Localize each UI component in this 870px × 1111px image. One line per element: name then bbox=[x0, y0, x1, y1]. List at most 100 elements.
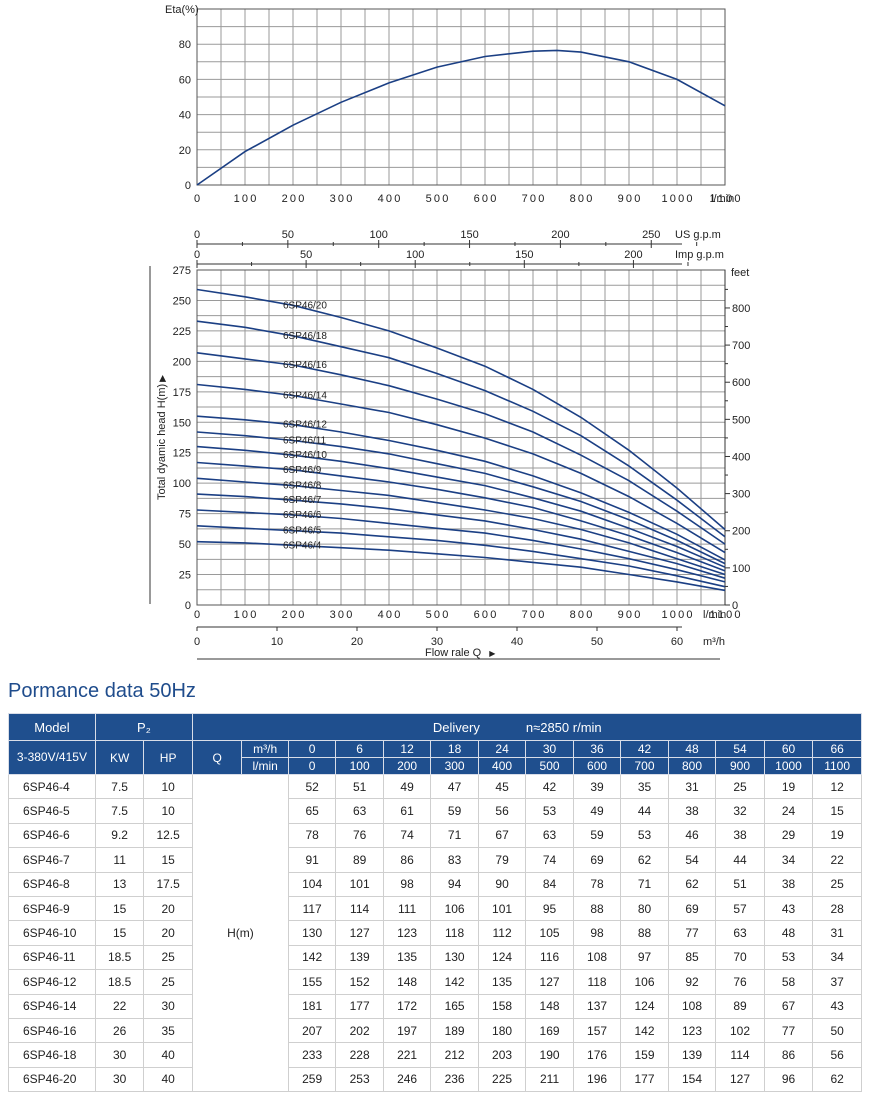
efficiency-x-tick: 0 bbox=[194, 193, 200, 205]
efficiency-marks: 0 20 40 60 80 0 1 0 0 2 0 0 3 0 0 4 0 0 5 0 0 6 0 0… bbox=[179, 39, 741, 205]
table-header-row-1: Model P₂ Delivery n≈2850 r/min bbox=[8, 713, 863, 741]
head-curve-label: 6SP46/9 bbox=[283, 465, 322, 476]
head-value-cell: 159 bbox=[620, 1042, 669, 1068]
head-x-tick: 3 0 0 bbox=[330, 609, 353, 621]
head-value-cell: 63 bbox=[525, 822, 574, 849]
m3h-unit-label: m³/h bbox=[703, 636, 725, 648]
efficiency-x-tick: 9 0 0 bbox=[618, 193, 641, 205]
efficiency-curve bbox=[196, 49, 726, 186]
efficiency-chart: 0 20 40 60 80 0 1 0 0 2 0 0 3 0 0 4 0 0 5 0 0 6 0 0… bbox=[165, 4, 741, 205]
head-value-cell: 49 bbox=[382, 773, 432, 800]
head-value-cell: 25 bbox=[812, 871, 862, 897]
head-curve-label: 6SP46/16 bbox=[283, 360, 327, 371]
head-value-cell: 111 bbox=[382, 895, 432, 922]
head-value-cell: 197 bbox=[382, 1017, 432, 1044]
head-value-cell: 62 bbox=[620, 847, 669, 873]
lmin-value-header: 1000 bbox=[763, 757, 814, 775]
efficiency-y-label: Eta(%) bbox=[165, 4, 199, 16]
m3h-tick: 40 bbox=[511, 636, 523, 648]
head-value-cell: 84 bbox=[525, 871, 574, 897]
lmin-value-header: 800 bbox=[667, 757, 717, 775]
m3h-value-header: 0 bbox=[287, 740, 337, 758]
head-value-cell: 78 bbox=[572, 871, 622, 897]
head-value-cell: 202 bbox=[335, 1017, 384, 1044]
head-value-cell: 89 bbox=[715, 993, 765, 1019]
head-value-cell: 203 bbox=[477, 1042, 527, 1068]
head-value-cell: 117 bbox=[287, 895, 337, 922]
m3h-scale: 0 10 20 30 40 50 60 m³/h Flow rale Q ▶ bbox=[194, 626, 725, 660]
head-curve-label: 6SP46/6 bbox=[283, 510, 322, 521]
head-value-cell: 124 bbox=[620, 993, 669, 1019]
head-x-tick: 7 0 0 bbox=[522, 609, 545, 621]
head-value-cell: 25 bbox=[715, 773, 765, 800]
m3h-ticks: 0 10 20 30 40 50 60 bbox=[194, 627, 683, 648]
head-value-cell: 62 bbox=[812, 1066, 862, 1093]
head-value-cell: 114 bbox=[715, 1042, 765, 1068]
table-row: 6SP46-6 9.2 12.5 78 76 74 71 67 63 59 53 46 38 29 19 bbox=[8, 822, 862, 849]
head-curve bbox=[196, 540, 726, 592]
lmin-value-header: 600 bbox=[572, 757, 622, 775]
head-value-cell: 127 bbox=[335, 920, 384, 946]
m3h-tick: 30 bbox=[431, 636, 443, 648]
head-curve-label: 6SP46/12 bbox=[283, 420, 327, 431]
efficiency-x-tick: 2 0 0 bbox=[282, 193, 305, 205]
head-value-cell: 142 bbox=[430, 969, 479, 995]
q-header: Q bbox=[191, 740, 243, 775]
table-row: 6SP46-11 18.5 25 142 139 135 130 124 116 108 97 85 7… bbox=[8, 944, 862, 971]
table-row: 6SP46-10 15 20 130 127 123 118 112 105 98 88 77 63 48… bbox=[8, 920, 862, 946]
efficiency-x-tick: 5 0 0 bbox=[426, 193, 449, 205]
feet-tick: 200 bbox=[732, 526, 750, 538]
head-y-tick: 200 bbox=[173, 356, 191, 368]
head-value-cell: 45 bbox=[477, 773, 527, 800]
head-value-cell: 158 bbox=[477, 993, 527, 1019]
head-value-cell: 112 bbox=[477, 920, 527, 946]
us-gpm-label: US g.p.m bbox=[675, 229, 721, 241]
head-value-cell: 38 bbox=[667, 798, 717, 824]
head-value-cell: 98 bbox=[382, 871, 432, 897]
head-curve-label: 6SP46/7 bbox=[283, 495, 322, 506]
head-value-cell: 207 bbox=[287, 1017, 337, 1044]
kw-cell: 7.5 bbox=[94, 798, 145, 824]
performance-table: Model P₂ Delivery n≈2850 r/min 3-380V/415… bbox=[8, 713, 863, 1093]
head-curve-label: 6SP46/8 bbox=[283, 481, 322, 492]
head-value-cell: 62 bbox=[667, 871, 717, 897]
imp-gpm-tick: 50 bbox=[300, 249, 312, 261]
lmin-unit-header: l/min bbox=[241, 757, 289, 775]
head-value-cell: 32 bbox=[715, 798, 765, 824]
head-curve bbox=[196, 383, 726, 554]
head-value-cell: 101 bbox=[477, 895, 527, 922]
head-value-cell: 24 bbox=[763, 798, 814, 824]
head-value-cell: 177 bbox=[335, 993, 384, 1019]
m3h-value-header: 6 bbox=[335, 740, 384, 758]
head-value-cell: 135 bbox=[382, 944, 432, 971]
feet-tick: 100 bbox=[732, 563, 750, 575]
head-y-tick: 100 bbox=[173, 478, 191, 490]
efficiency-y-tick: 60 bbox=[179, 74, 191, 86]
m3h-tick: 20 bbox=[351, 636, 363, 648]
head-value-cell: 157 bbox=[572, 1017, 622, 1044]
head-value-cell: 22 bbox=[812, 847, 862, 873]
head-value-cell: 88 bbox=[572, 895, 622, 922]
head-y-label: Total dyamic head H(m)▶ bbox=[156, 375, 168, 500]
head-value-cell: 77 bbox=[667, 920, 717, 946]
m3h-tick: 50 bbox=[591, 636, 603, 648]
head-value-cell: 58 bbox=[763, 969, 814, 995]
head-value-cell: 196 bbox=[572, 1066, 622, 1093]
hp-cell: 15 bbox=[143, 847, 193, 873]
head-value-cell: 142 bbox=[620, 1017, 669, 1044]
head-y-tick: 150 bbox=[173, 417, 191, 429]
efficiency-x-tick: 8 0 0 bbox=[570, 193, 593, 205]
m3h-value-header: 24 bbox=[477, 740, 527, 758]
model-cell: 6SP46-18 bbox=[8, 1042, 96, 1068]
us-gpm-tick: 250 bbox=[642, 229, 660, 241]
head-value-cell: 54 bbox=[667, 847, 717, 873]
head-value-cell: 29 bbox=[763, 822, 814, 849]
head-curve bbox=[196, 320, 726, 538]
efficiency-x-unit: l/min bbox=[711, 193, 734, 205]
lmin-value-header: 300 bbox=[430, 757, 479, 775]
head-value-cell: 127 bbox=[525, 969, 574, 995]
head-chart: 0 25 50 75 100 125 150 175 200 225 250 275 0 1 0 0 2 0… bbox=[149, 265, 750, 621]
hp-cell: 40 bbox=[143, 1066, 193, 1093]
imp-gpm-ticks: 0 50 100 150 200 bbox=[194, 249, 689, 268]
